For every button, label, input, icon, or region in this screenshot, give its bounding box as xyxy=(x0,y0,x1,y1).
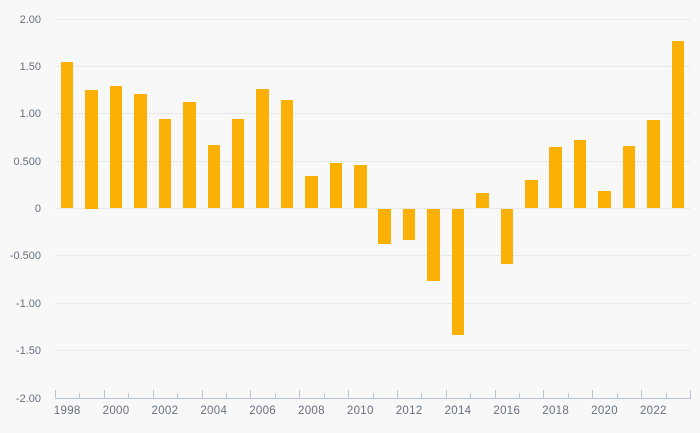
bar-2015[interactable] xyxy=(476,193,489,209)
x-axis-minor-tick xyxy=(177,393,179,398)
bar-2018[interactable] xyxy=(549,146,562,209)
gridline xyxy=(55,350,690,352)
x-axis-minor-tick xyxy=(372,393,374,398)
x-axis-tick-label: 2012 xyxy=(395,405,423,417)
bar-2001[interactable] xyxy=(134,93,147,209)
x-axis-major-tick xyxy=(201,390,203,398)
y-axis-tick-label: -1.00 xyxy=(15,297,41,310)
x-axis-major-tick xyxy=(592,390,594,398)
x-axis-minor-tick xyxy=(519,393,521,398)
x-axis-minor-tick xyxy=(567,393,569,398)
x-axis-major-tick xyxy=(250,390,252,398)
x-axis-tick-label: 2014 xyxy=(444,405,472,417)
x-axis-tick-label: 1998 xyxy=(53,405,81,417)
y-axis-tick-label: 2.00 xyxy=(19,13,41,26)
x-axis-major-tick xyxy=(103,390,105,398)
bar-2014[interactable] xyxy=(451,208,465,336)
x-axis-tick-label: 2018 xyxy=(542,405,570,417)
x-axis-minor-tick xyxy=(323,393,325,398)
x-axis-tick-label: 2010 xyxy=(346,405,374,417)
gridline xyxy=(55,65,690,67)
bar-2005[interactable] xyxy=(231,119,245,209)
x-axis-major-tick xyxy=(690,390,691,398)
y-axis-tick-label: 1.00 xyxy=(19,108,41,121)
y-axis-tick-label: -0.500 xyxy=(9,250,41,263)
x-axis-minor-tick xyxy=(470,393,472,398)
bar-2003[interactable] xyxy=(183,102,196,209)
gridline xyxy=(55,160,690,162)
x-axis-tick-label: 2000 xyxy=(102,405,130,417)
bar-2019[interactable] xyxy=(573,140,587,209)
x-axis-tick-label: 2004 xyxy=(200,405,228,417)
x-axis-minor-tick xyxy=(225,393,227,398)
x-axis-major-tick xyxy=(152,390,154,398)
y-axis-tick-label: 0.500 xyxy=(13,155,41,168)
x-axis-minor-tick xyxy=(79,393,81,398)
y-axis-tick-label: 1.50 xyxy=(19,60,41,73)
x-axis-major-tick xyxy=(445,390,447,398)
bar-2008[interactable] xyxy=(305,176,318,209)
bar-2021[interactable] xyxy=(622,145,636,209)
y-axis-tick-label: -2.00 xyxy=(15,392,41,405)
x-axis-major-tick xyxy=(348,390,350,398)
bar-2000[interactable] xyxy=(109,86,123,209)
gridline xyxy=(55,113,690,115)
x-axis-tick-label: 2016 xyxy=(493,405,521,417)
bar-2012[interactable] xyxy=(402,208,416,240)
x-axis-major-tick xyxy=(641,390,643,398)
bar-2004[interactable] xyxy=(207,145,220,209)
gridline xyxy=(55,302,690,304)
bar-2010[interactable] xyxy=(354,164,367,209)
bar-2011[interactable] xyxy=(378,208,391,244)
bar-2006[interactable] xyxy=(256,89,269,209)
x-axis-minor-tick xyxy=(274,393,276,398)
gridline xyxy=(55,208,690,209)
x-axis-major-tick xyxy=(494,390,496,398)
gridline xyxy=(55,255,690,257)
bar-2013[interactable] xyxy=(427,208,440,281)
x-axis-minor-tick xyxy=(128,393,130,398)
y-axis-tick-label: 0 xyxy=(34,203,41,215)
x-axis-major-tick xyxy=(396,390,398,398)
bar-2023[interactable] xyxy=(671,40,685,209)
x-axis-major-tick xyxy=(55,390,56,398)
bar-2022[interactable] xyxy=(647,120,660,209)
x-axis-tick-label: 2020 xyxy=(591,405,618,417)
x-axis-tick-label: 2002 xyxy=(151,405,179,417)
bar-2007[interactable] xyxy=(280,100,294,209)
bar-1998[interactable] xyxy=(60,61,74,209)
bar-2020[interactable] xyxy=(598,191,611,209)
x-axis-tick-label: 2022 xyxy=(639,405,667,417)
gridline xyxy=(55,18,690,20)
x-axis-minor-tick xyxy=(421,393,423,398)
bar-2016[interactable] xyxy=(500,208,514,265)
x-axis-major-tick xyxy=(299,390,301,398)
x-axis-tick-label: 2008 xyxy=(298,405,325,417)
y-axis-tick-label: -1.50 xyxy=(15,345,41,358)
bar-1999[interactable] xyxy=(85,90,98,209)
x-axis-minor-tick xyxy=(665,393,667,398)
bar-2002[interactable] xyxy=(158,119,172,209)
x-axis-line xyxy=(55,398,691,399)
x-axis-major-tick xyxy=(543,390,545,398)
bar-2017[interactable] xyxy=(525,180,538,209)
bar-2009[interactable] xyxy=(329,163,343,209)
x-axis-tick-label: 2006 xyxy=(249,405,276,417)
x-axis-minor-tick xyxy=(616,393,618,398)
